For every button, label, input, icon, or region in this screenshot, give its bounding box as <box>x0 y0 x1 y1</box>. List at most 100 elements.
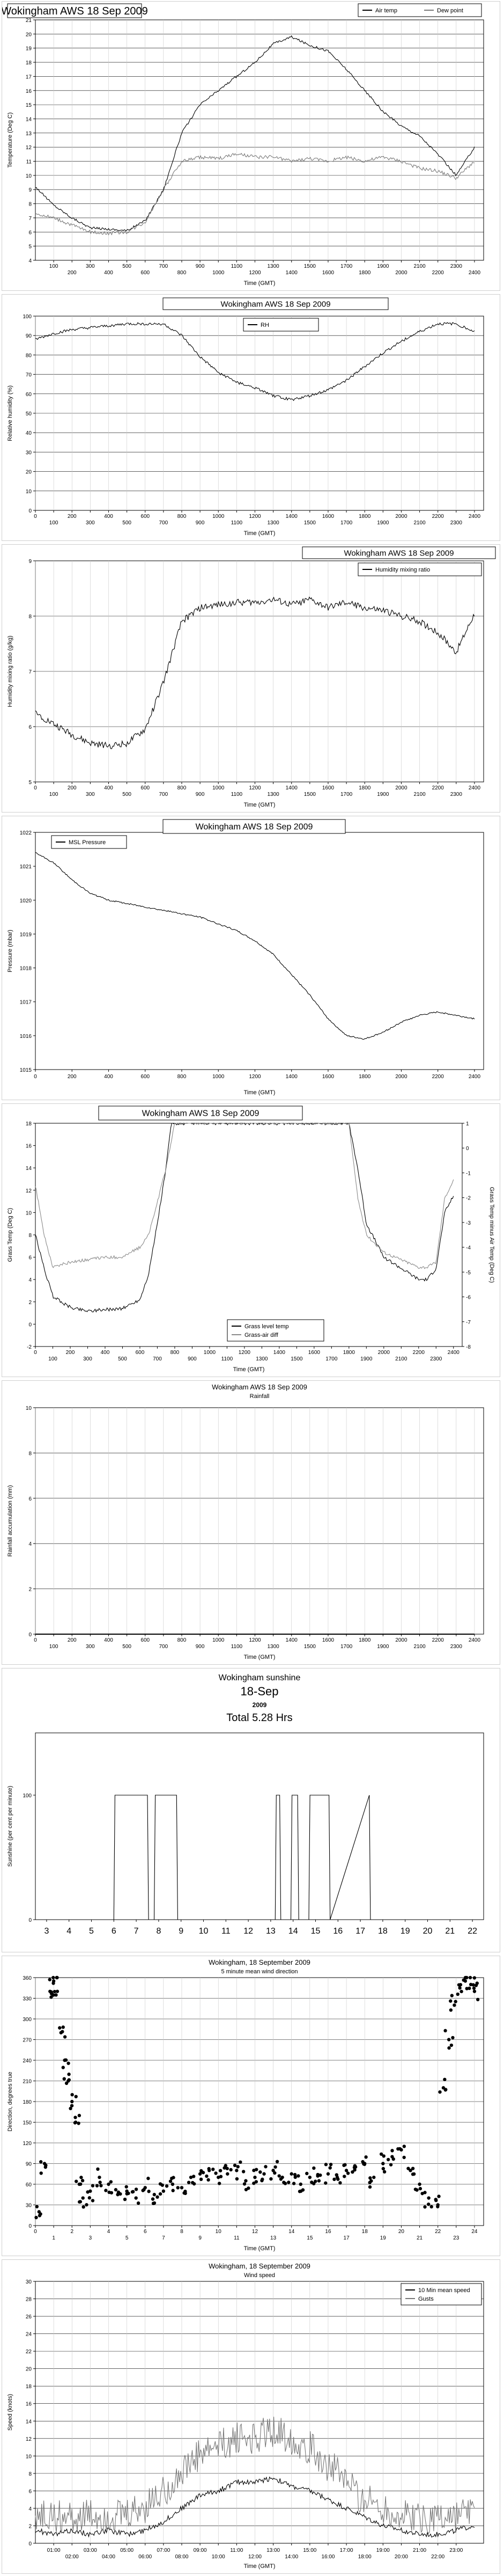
x-tick-label: 2300 <box>430 1356 442 1362</box>
x-tick-label: 15 <box>307 2235 313 2241</box>
x-tick-label: 200 <box>68 514 77 519</box>
y-tick-label: 15 <box>26 103 32 108</box>
scatter-point <box>51 1993 55 1997</box>
x-tick-label: 03:00 <box>84 2548 97 2553</box>
x-axis-label: Time (GMT) <box>244 280 276 287</box>
scatter-point <box>308 2175 312 2179</box>
scatter-point <box>244 2179 248 2183</box>
x-tick-label: 2100 <box>413 264 426 269</box>
x-tick-label: 1600 <box>308 1350 321 1356</box>
scatter-point <box>472 1986 476 1990</box>
scatter-point <box>86 2190 90 2194</box>
scatter-point <box>335 2173 339 2177</box>
x-tick-label: 1500 <box>304 520 316 526</box>
y-tick-label: 20 <box>26 470 32 475</box>
x-tick-label: 20:00 <box>395 2554 408 2560</box>
scatter-point <box>142 2187 146 2192</box>
y-tick-label: 0 <box>28 1632 32 1638</box>
scatter-point <box>49 1990 53 1994</box>
scatter-point <box>297 2174 300 2178</box>
temperature-chart: 4 5 6 7 8 9 10 11 12 13 14 15 16 17 18 19 20 21 100 200 300 4… <box>2 3 484 287</box>
series-line-1 <box>35 1122 454 1269</box>
y-tick-label: 0 <box>28 508 32 514</box>
y-tick-label: 10 <box>26 1406 32 1411</box>
scatter-point <box>459 1989 463 1994</box>
legend-label: Humidity mixing ratio <box>375 567 430 573</box>
x-tick-label: 2100 <box>413 1644 426 1650</box>
scatter-point <box>218 2169 223 2172</box>
scatter-point <box>73 2116 77 2119</box>
y-tick-label: 240 <box>23 2058 32 2064</box>
y-tick-label: 180 <box>23 2099 32 2105</box>
scatter-point <box>454 2000 457 2003</box>
x-tick-label: 1600 <box>322 1637 335 1643</box>
scatter-point <box>75 2179 78 2183</box>
x-tick-label: 1400 <box>286 1074 298 1080</box>
y-tick-label: 14 <box>26 1166 32 1172</box>
x-tick-label: 21 <box>417 2235 423 2241</box>
x-tick-label: 0 <box>34 785 37 791</box>
scatter-point <box>55 1975 59 1980</box>
scatter-point <box>443 2088 448 2092</box>
x-tick-label: 500 <box>122 520 131 526</box>
mixing-ratio-chart: 5 6 7 8 9 0 100 200 300 400 500 600 700 800 900 1000 110… <box>7 546 496 808</box>
x-tick-label: 800 <box>177 1637 187 1643</box>
y-tick-label: 10 <box>26 1210 32 1216</box>
scatter-point <box>277 2174 281 2178</box>
scatter-point <box>423 2191 427 2194</box>
scatter-point <box>70 2099 74 2104</box>
x-tick-label: 1800 <box>359 1074 371 1080</box>
scatter-point <box>211 2167 215 2171</box>
panel-rainfall: 0 2 4 6 8 10 0 100 200 300 400 500 600 700 800 900 1000 1… <box>2 1380 500 1665</box>
y-tick-label: 30 <box>26 450 32 456</box>
x-tick-label: 1500 <box>304 792 316 797</box>
scatter-point <box>67 2078 71 2082</box>
scatter-point <box>198 2172 202 2176</box>
y-tick-label: 90 <box>26 333 32 339</box>
x-tick-label: 100 <box>49 792 58 797</box>
scatter-point <box>326 2172 330 2176</box>
x-tick-label: 23 <box>453 2235 459 2241</box>
y-tick-label: -2 <box>27 1344 32 1350</box>
y-tick-label: 4 <box>28 1541 32 1547</box>
x-tick-label: 2200 <box>432 1074 444 1080</box>
scatter-point <box>427 2202 431 2206</box>
scatter-point <box>381 2162 385 2165</box>
x-tick-label: 0 <box>34 514 37 519</box>
y-tick-label: 18 <box>26 1121 32 1127</box>
x-tick-label: 19 <box>401 1927 410 1936</box>
y-tick-label: 270 <box>23 2038 32 2044</box>
y-tick-label: 90 <box>26 2162 32 2168</box>
scatter-point <box>223 2166 226 2170</box>
scatter-point <box>151 2197 155 2201</box>
x-tick-label: 02:00 <box>65 2554 79 2560</box>
x-tick-label: 22:00 <box>431 2554 444 2560</box>
x-tick-label: 600 <box>140 270 150 276</box>
x-tick-label: 06:00 <box>138 2554 152 2560</box>
x-tick-label: 2000 <box>395 1637 407 1643</box>
scatter-point <box>225 2167 229 2170</box>
x-tick-label: 17 <box>344 2235 350 2241</box>
x-tick-label: 1300 <box>256 1356 268 1362</box>
series-line-0 <box>35 2476 475 2538</box>
scatter-point <box>34 2215 38 2220</box>
y-tick-label: 6 <box>28 1255 32 1261</box>
panel-grass-temp: -2 0 2 4 6 8 10 12 14 16 18 -8 -7 -6 -5 -4 -3 -2 -1 0 1 0 100 2… <box>2 1103 500 1377</box>
x-tick-label: 1100 <box>231 520 243 526</box>
y-right-tick-label: -7 <box>466 1320 471 1326</box>
scatter-point <box>127 2191 130 2196</box>
scatter-point <box>67 2072 71 2076</box>
x-tick-label: 1000 <box>212 785 225 791</box>
x-tick-label: 400 <box>104 270 113 276</box>
x-tick-label: 900 <box>196 264 205 269</box>
y-tick-label: 16 <box>26 1144 32 1150</box>
x-tick-label: 1200 <box>249 1637 261 1643</box>
y-tick-label: 16 <box>26 2402 32 2407</box>
y-tick-label: 18 <box>26 2384 32 2390</box>
x-tick-label: 7 <box>134 1927 139 1936</box>
x-axis-label: Time (GMT) <box>233 1366 265 1373</box>
x-tick-label: 14:00 <box>285 2554 298 2560</box>
series-line-0 <box>35 35 475 231</box>
chart-title: Wokingham AWS 18 Sep 2009 <box>344 548 454 558</box>
scatter-point <box>247 2186 250 2190</box>
